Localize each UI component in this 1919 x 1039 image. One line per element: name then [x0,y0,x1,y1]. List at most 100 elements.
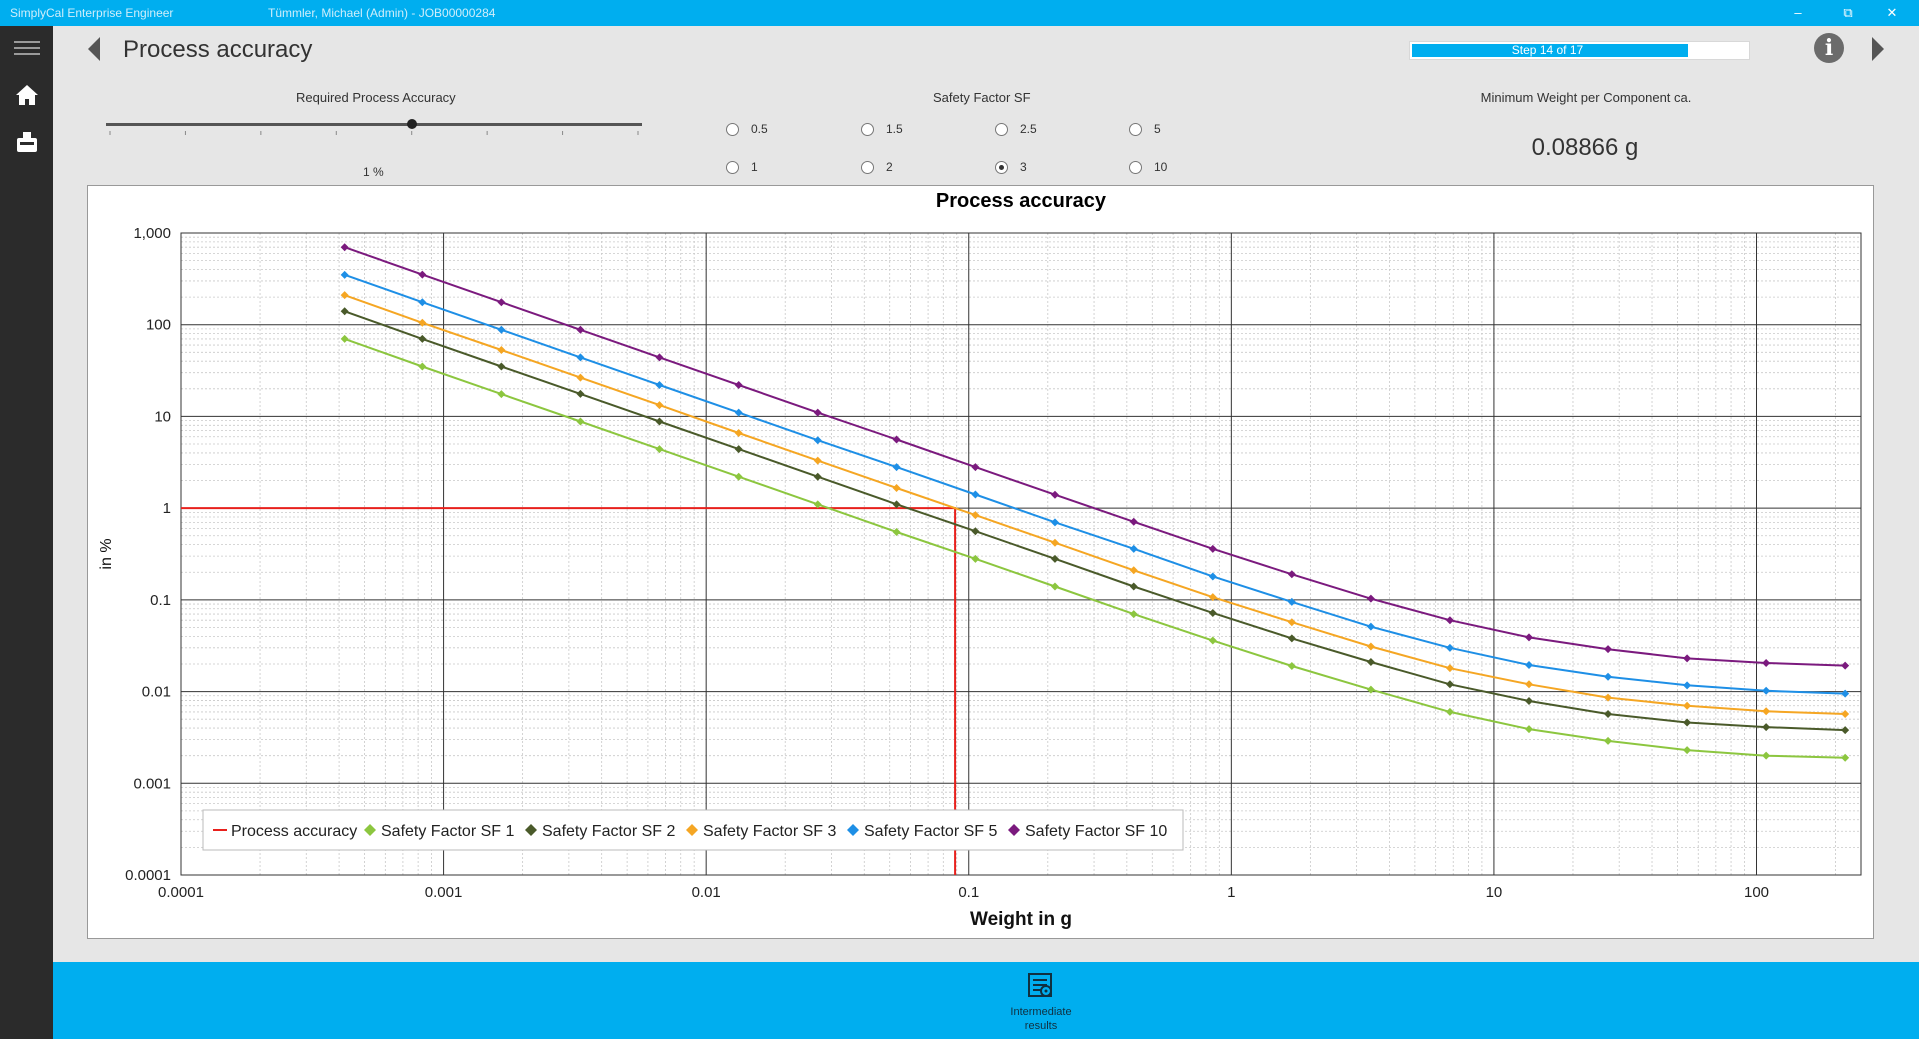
radio-label: 1 [751,160,758,174]
data-point [497,346,506,355]
data-point [576,417,585,426]
data-point [1287,618,1296,627]
legend-swatch [1008,824,1020,836]
x-tick-label: 1 [1227,884,1235,901]
data-point [813,456,822,465]
data-point [655,445,664,454]
series-line [344,310,1846,732]
legend-swatch [525,824,537,836]
step-progress-fill [1412,44,1688,57]
radio-circle[interactable] [1129,160,1142,174]
data-point [655,401,664,410]
data-point [1841,726,1850,735]
minimize-button[interactable]: – [1794,5,1802,20]
data-point [418,334,427,343]
data-point [1524,680,1533,689]
safety-factor-option[interactable]: 2.5 [995,122,1037,136]
data-point [1841,753,1850,762]
safety-factor-option[interactable]: 3 [995,160,1027,174]
legend-label: Safety Factor SF 2 [542,823,675,840]
data-point [1604,645,1613,654]
safety-factor-option[interactable]: 2 [861,160,893,174]
x-tick-label: 0.001 [425,884,463,901]
legend-swatch [686,824,698,836]
accuracy-value: 1 % [363,165,384,179]
data-point [1445,707,1454,716]
data-point [1683,701,1692,710]
data-point [1445,616,1454,625]
accuracy-slider-track[interactable] [106,123,642,126]
data-point [340,270,349,279]
safety-factor-option[interactable]: 1 [726,160,758,174]
data-point [971,490,980,499]
restore-button[interactable]: ⧉ [1843,5,1853,20]
data-point [1762,686,1771,695]
intermediate-results-label-1: Intermediate [1010,1006,1072,1018]
data-point [1050,490,1059,499]
radio-circle[interactable] [726,160,739,174]
data-point [1366,642,1375,651]
data-point [1683,681,1692,690]
x-axis-label: Weight in g [970,909,1072,930]
y-tick-label: 0.01 [142,684,171,701]
data-point [340,291,349,300]
data-point [892,435,901,444]
intermediate-results-icon [1028,973,1052,997]
y-tick-label: 10 [154,408,171,425]
data-point [734,381,743,390]
app-title: SimplyCal Enterprise Engineer [10,6,174,20]
data-point [497,390,506,399]
sidebar [0,26,53,1039]
data-point [1366,658,1375,667]
data-point [1129,566,1138,575]
safety-factor-option[interactable]: 1.5 [861,122,903,136]
radio-circle[interactable] [861,160,874,174]
data-point [813,408,822,417]
data-point [1762,751,1771,760]
intermediate-results-button[interactable]: Intermediate results [981,970,1101,1036]
data-point [1604,672,1613,681]
radio-circle[interactable] [726,122,739,136]
min-weight-label: Minimum Weight per Component ca. [1480,90,1692,105]
close-button[interactable]: ✕ [1886,5,1898,20]
accuracy-label: Required Process Accuracy [296,90,456,105]
safety-factor-option[interactable]: 10 [1129,160,1167,174]
series-line [344,337,1846,759]
data-point [340,243,349,252]
data-point [1208,608,1217,617]
intermediate-results-label-2: results [1024,1020,1058,1032]
min-weight-value: 0.08866 g [1531,134,1639,161]
y-tick-label: 1,000 [133,225,171,242]
forward-arrow-icon[interactable] [1871,36,1885,62]
data-point [1683,746,1692,755]
menu-button[interactable] [0,28,53,68]
data-point [1524,725,1533,734]
radio-circle[interactable] [861,122,874,136]
legend-swatch [364,824,376,836]
data-point [1050,518,1059,527]
page-title: Process accuracy [123,36,313,63]
radio-circle[interactable] [1129,122,1142,136]
back-arrow-icon[interactable] [87,36,101,62]
radio-circle[interactable] [995,160,1008,174]
y-axis-label: in % [98,538,115,569]
safety-factor-option[interactable]: 0.5 [726,122,768,136]
data-point [418,270,427,279]
data-point [1287,662,1296,671]
accuracy-slider-thumb[interactable] [406,119,417,129]
accuracy-slider-ticks [109,131,639,135]
radio-label: 2.5 [1020,122,1037,136]
data-point [1129,582,1138,591]
info-icon[interactable]: i [1814,33,1844,63]
radio-circle[interactable] [995,122,1008,136]
data-point [497,362,506,371]
data-point [1841,689,1850,698]
data-point [1208,636,1217,645]
home-button[interactable] [0,75,53,115]
data-point [1129,517,1138,526]
safety-factor-option[interactable]: 5 [1129,122,1161,136]
data-point [1050,554,1059,563]
device-button[interactable] [0,122,53,162]
x-tick-label: 0.0001 [158,884,204,901]
data-point [1841,661,1850,670]
